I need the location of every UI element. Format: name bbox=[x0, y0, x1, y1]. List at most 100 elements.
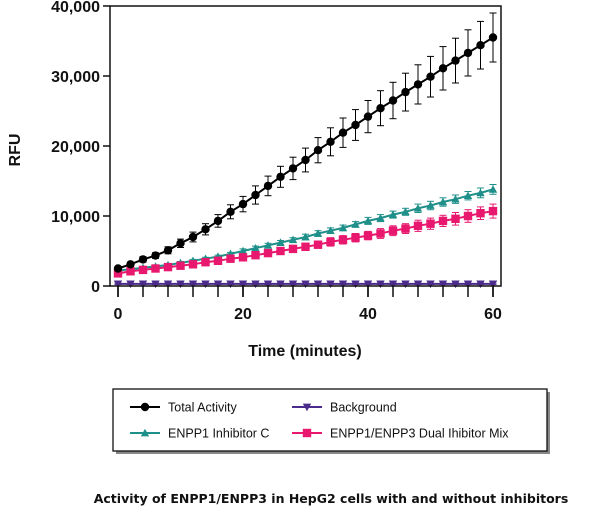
data-point bbox=[226, 207, 235, 216]
data-point bbox=[113, 264, 123, 273]
data-point bbox=[238, 246, 248, 255]
legend-marker bbox=[302, 428, 312, 438]
data-point bbox=[351, 280, 360, 289]
x-tick-label: 60 bbox=[484, 306, 502, 323]
data-point bbox=[463, 48, 473, 58]
data-point bbox=[238, 280, 248, 289]
legend-marker bbox=[140, 428, 150, 437]
legend-label: Total Activity bbox=[168, 401, 238, 415]
legend-marker bbox=[140, 402, 150, 412]
data-point bbox=[401, 280, 410, 289]
data-point bbox=[438, 216, 448, 226]
data-point bbox=[438, 280, 448, 289]
data-point bbox=[301, 280, 310, 289]
data-point bbox=[426, 280, 435, 289]
data-point bbox=[376, 280, 385, 289]
data-point bbox=[251, 280, 260, 289]
data-point bbox=[413, 221, 423, 230]
data-point bbox=[113, 280, 123, 289]
data-point bbox=[463, 280, 473, 289]
legend-item: Total Activity bbox=[130, 401, 238, 415]
data-point bbox=[276, 172, 285, 181]
data-point bbox=[388, 210, 398, 218]
data-point bbox=[463, 191, 473, 200]
data-point bbox=[213, 256, 223, 265]
axes: 0 10,000 20,000 30,000 40,000 0 20 40 60 bbox=[51, 0, 502, 323]
x-tick-label: 40 bbox=[359, 306, 377, 323]
y-tick-label: 40,000 bbox=[51, 0, 100, 16]
data-point bbox=[326, 226, 335, 235]
data-point bbox=[163, 280, 173, 289]
data-point bbox=[126, 267, 135, 276]
data-point bbox=[176, 239, 185, 248]
data-point bbox=[138, 255, 148, 264]
data-point bbox=[176, 261, 185, 270]
data-point bbox=[188, 280, 198, 289]
data-point bbox=[163, 246, 173, 255]
legend-box bbox=[112, 388, 548, 452]
data-point bbox=[351, 220, 360, 228]
y-tick-label: 20,000 bbox=[51, 139, 100, 156]
data-point bbox=[263, 248, 273, 258]
data-point bbox=[126, 280, 135, 289]
data-point bbox=[301, 232, 310, 241]
y-tick-label: 0 bbox=[91, 279, 100, 296]
x-tick-label: 0 bbox=[114, 306, 123, 323]
legend-item: Background bbox=[292, 401, 397, 415]
data-point bbox=[426, 72, 435, 81]
data-point bbox=[138, 265, 148, 275]
data-point bbox=[413, 204, 423, 212]
data-point bbox=[438, 64, 448, 73]
data-point bbox=[126, 260, 135, 269]
data-point bbox=[301, 155, 310, 165]
data-point bbox=[163, 262, 173, 272]
figure-caption: Activity of ENPP1/ENPP3 in HepG2 cells w… bbox=[94, 491, 569, 506]
data-point bbox=[476, 209, 485, 218]
data-point bbox=[488, 280, 498, 289]
data-point bbox=[476, 41, 485, 50]
legend-item: ENPP1/ENPP3 Dual Ihibitor Mix bbox=[292, 427, 509, 441]
y-axis-title: RFU bbox=[7, 134, 24, 167]
data-point bbox=[326, 280, 335, 289]
data-point bbox=[376, 213, 385, 222]
data-point bbox=[488, 33, 498, 42]
y-tick-label: 10,000 bbox=[51, 209, 100, 226]
x-tick-label: 20 bbox=[234, 306, 252, 323]
data-point bbox=[238, 253, 248, 262]
data-point bbox=[213, 280, 223, 289]
data-point bbox=[388, 226, 398, 235]
data-point bbox=[426, 219, 435, 228]
data-point bbox=[251, 251, 260, 260]
data-point bbox=[488, 206, 498, 216]
data-point bbox=[226, 280, 235, 289]
data-point bbox=[188, 260, 198, 269]
series-background bbox=[113, 280, 498, 289]
data-point bbox=[326, 237, 335, 247]
data-point bbox=[413, 280, 423, 289]
data-point bbox=[476, 280, 485, 289]
data-point bbox=[476, 188, 485, 197]
x-axis-title: Time (minutes) bbox=[248, 343, 362, 360]
data-point bbox=[313, 280, 323, 289]
data-point bbox=[451, 280, 460, 289]
legend-label: ENPP1/ENPP3 Dual Ihibitor Mix bbox=[330, 427, 509, 441]
data-point bbox=[363, 280, 373, 289]
data-point bbox=[338, 128, 348, 137]
series-enpp1-inhibitor-c bbox=[113, 184, 498, 274]
data-point bbox=[351, 233, 360, 242]
data-point bbox=[288, 280, 298, 289]
data-point bbox=[388, 96, 398, 105]
data-point bbox=[288, 244, 298, 254]
data-point bbox=[313, 146, 323, 155]
data-point bbox=[376, 229, 385, 238]
series-total-activity bbox=[113, 12, 498, 273]
data-point bbox=[151, 251, 160, 260]
data-point bbox=[213, 216, 223, 226]
data-point bbox=[401, 224, 410, 233]
y-tick-label: 30,000 bbox=[51, 69, 100, 86]
data-point bbox=[376, 104, 385, 113]
data-point bbox=[138, 280, 148, 289]
data-point bbox=[276, 238, 285, 246]
data-point bbox=[201, 225, 210, 234]
